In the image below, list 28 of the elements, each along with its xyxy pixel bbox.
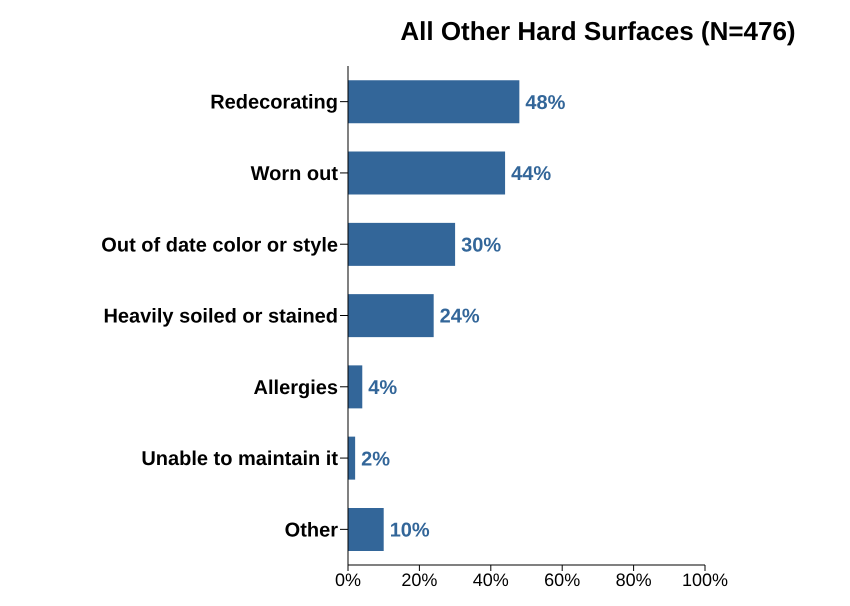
x-tick-label: 100% xyxy=(682,570,728,590)
data-label: 4% xyxy=(368,377,398,399)
bar xyxy=(348,508,384,551)
bar xyxy=(348,152,506,195)
y-tick-label: Unable to maintain it xyxy=(141,448,338,470)
y-tick-label: Allergies xyxy=(254,376,338,399)
x-tick-label: 20% xyxy=(401,570,438,590)
bar xyxy=(348,80,520,124)
data-label: 30% xyxy=(461,234,502,256)
data-label: 10% xyxy=(390,520,430,542)
bar xyxy=(348,365,362,408)
x-tick-label: 40% xyxy=(472,570,509,590)
y-tick-label: Other xyxy=(284,519,338,542)
data-label: 44% xyxy=(511,163,552,186)
bar xyxy=(348,222,456,266)
y-tick-label: Heavily soiled or stained xyxy=(103,306,338,328)
data-label: 48% xyxy=(525,92,566,114)
y-tick-label: Redecorating xyxy=(210,92,338,114)
x-tick-label: 80% xyxy=(616,570,652,590)
chart-title: All Other Hard Surfaces (N=476) xyxy=(399,16,797,47)
y-tick-label: Out of date color or style xyxy=(101,234,338,256)
data-label: 2% xyxy=(361,448,390,470)
y-tick-label: Worn out xyxy=(250,163,338,186)
x-tick-label: 60% xyxy=(544,570,580,590)
x-tick-label: 0% xyxy=(334,570,362,590)
bar xyxy=(348,436,356,480)
data-label: 24% xyxy=(440,306,480,328)
bar xyxy=(348,294,434,338)
